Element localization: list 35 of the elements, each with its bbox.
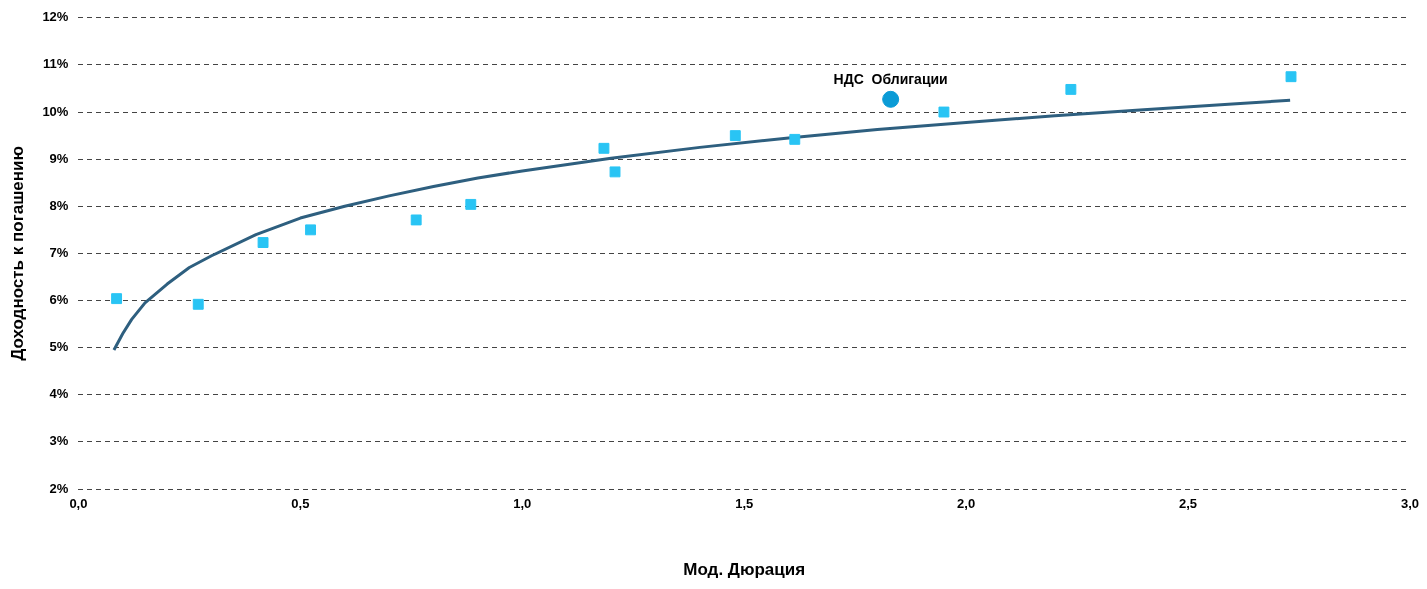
point [1065, 83, 1077, 95]
point [410, 214, 422, 226]
point [465, 198, 477, 210]
point [729, 130, 741, 142]
point [257, 237, 269, 249]
x-tick-label: 2,5 [1179, 496, 1198, 512]
x-axis-title: Мод. Дюрация [683, 560, 806, 580]
x-tick-label: 1,5 [735, 496, 754, 512]
y-tick-label: 10% [42, 103, 69, 119]
series-label: НДС Облигации [833, 71, 948, 88]
point [305, 224, 316, 236]
x-tick-label: 0,0 [69, 496, 88, 512]
y-tick-label: 8% [49, 197, 69, 213]
y-tick-label: 6% [49, 292, 69, 308]
x-tick-label: 2,0 [957, 496, 976, 512]
x-tick-label: 0,5 [291, 496, 310, 512]
y-tick-label: 5% [49, 339, 69, 355]
x-tick-label: 1,0 [513, 496, 532, 512]
point [609, 166, 621, 178]
y-tick-label: 9% [49, 150, 69, 166]
point [789, 133, 801, 145]
point [1285, 71, 1297, 83]
y-tick-label: 7% [49, 244, 69, 260]
y-tick-label: 2% [49, 480, 69, 496]
y-axis-title: Доходность к погашению [7, 145, 27, 361]
y-tick-label: 12% [42, 9, 69, 25]
y-tick-label: 4% [49, 386, 69, 402]
point [111, 293, 123, 305]
point [598, 142, 610, 154]
point [882, 90, 900, 108]
point [938, 106, 950, 118]
y-tick-label: 3% [49, 433, 69, 449]
y-tick-label: 11% [43, 56, 69, 72]
point [192, 298, 204, 310]
x-tick-label: 3,0 [1400, 496, 1419, 512]
